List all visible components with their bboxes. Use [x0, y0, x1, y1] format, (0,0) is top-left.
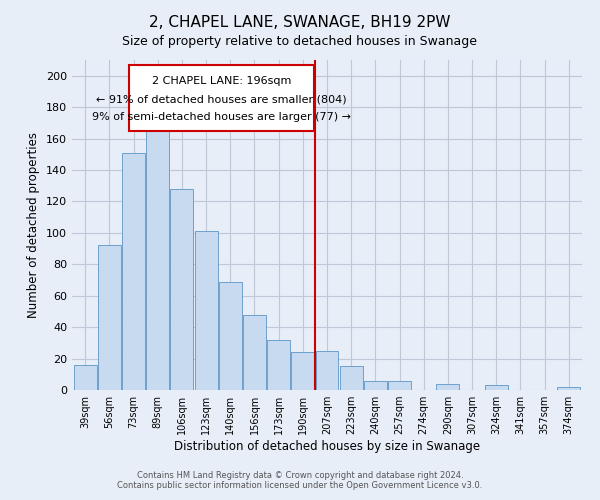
Bar [170, 189, 193, 390]
Bar [340, 366, 362, 390]
Bar [194, 232, 218, 390]
Bar [557, 387, 580, 390]
Text: 2, CHAPEL LANE, SWANAGE, BH19 2PW: 2, CHAPEL LANE, SWANAGE, BH19 2PW [149, 15, 451, 30]
Bar [316, 350, 338, 390]
X-axis label: Distribution of detached houses by size in Swanage: Distribution of detached houses by size … [174, 440, 480, 453]
Y-axis label: Number of detached properties: Number of detached properties [28, 132, 40, 318]
Bar [436, 384, 460, 390]
Bar [219, 282, 242, 390]
Bar [388, 380, 411, 390]
Text: Size of property relative to detached houses in Swanage: Size of property relative to detached ho… [122, 35, 478, 48]
Bar [98, 246, 121, 390]
Text: Contains HM Land Registry data © Crown copyright and database right 2024.
Contai: Contains HM Land Registry data © Crown c… [118, 470, 482, 490]
Bar [122, 152, 145, 390]
FancyBboxPatch shape [129, 64, 314, 130]
Bar [364, 380, 387, 390]
Bar [292, 352, 314, 390]
Bar [243, 314, 266, 390]
Bar [267, 340, 290, 390]
Text: 2 CHAPEL LANE: 196sqm: 2 CHAPEL LANE: 196sqm [152, 76, 291, 86]
Bar [74, 365, 97, 390]
Text: 9% of semi-detached houses are larger (77) →: 9% of semi-detached houses are larger (7… [92, 112, 351, 122]
Bar [485, 386, 508, 390]
Text: ← 91% of detached houses are smaller (804): ← 91% of detached houses are smaller (80… [96, 94, 347, 104]
Bar [146, 130, 169, 390]
